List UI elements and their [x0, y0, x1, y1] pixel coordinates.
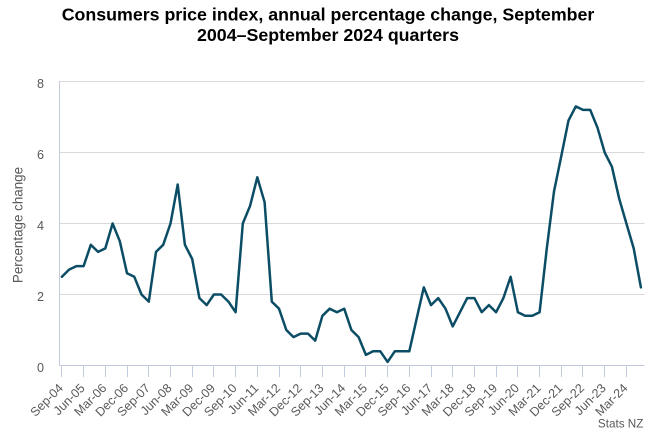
svg-text:2004–September 2024 quarters: 2004–September 2024 quarters	[197, 25, 459, 45]
svg-text:4: 4	[37, 219, 44, 233]
svg-text:Consumers price index, annual: Consumers price index, annual percentage…	[62, 4, 595, 24]
svg-text:0: 0	[37, 361, 44, 375]
svg-text:6: 6	[37, 148, 44, 162]
svg-text:Percentage change: Percentage change	[10, 167, 25, 283]
svg-text:Stats NZ: Stats NZ	[598, 418, 643, 431]
svg-text:2: 2	[37, 290, 44, 304]
svg-text:8: 8	[37, 77, 44, 91]
